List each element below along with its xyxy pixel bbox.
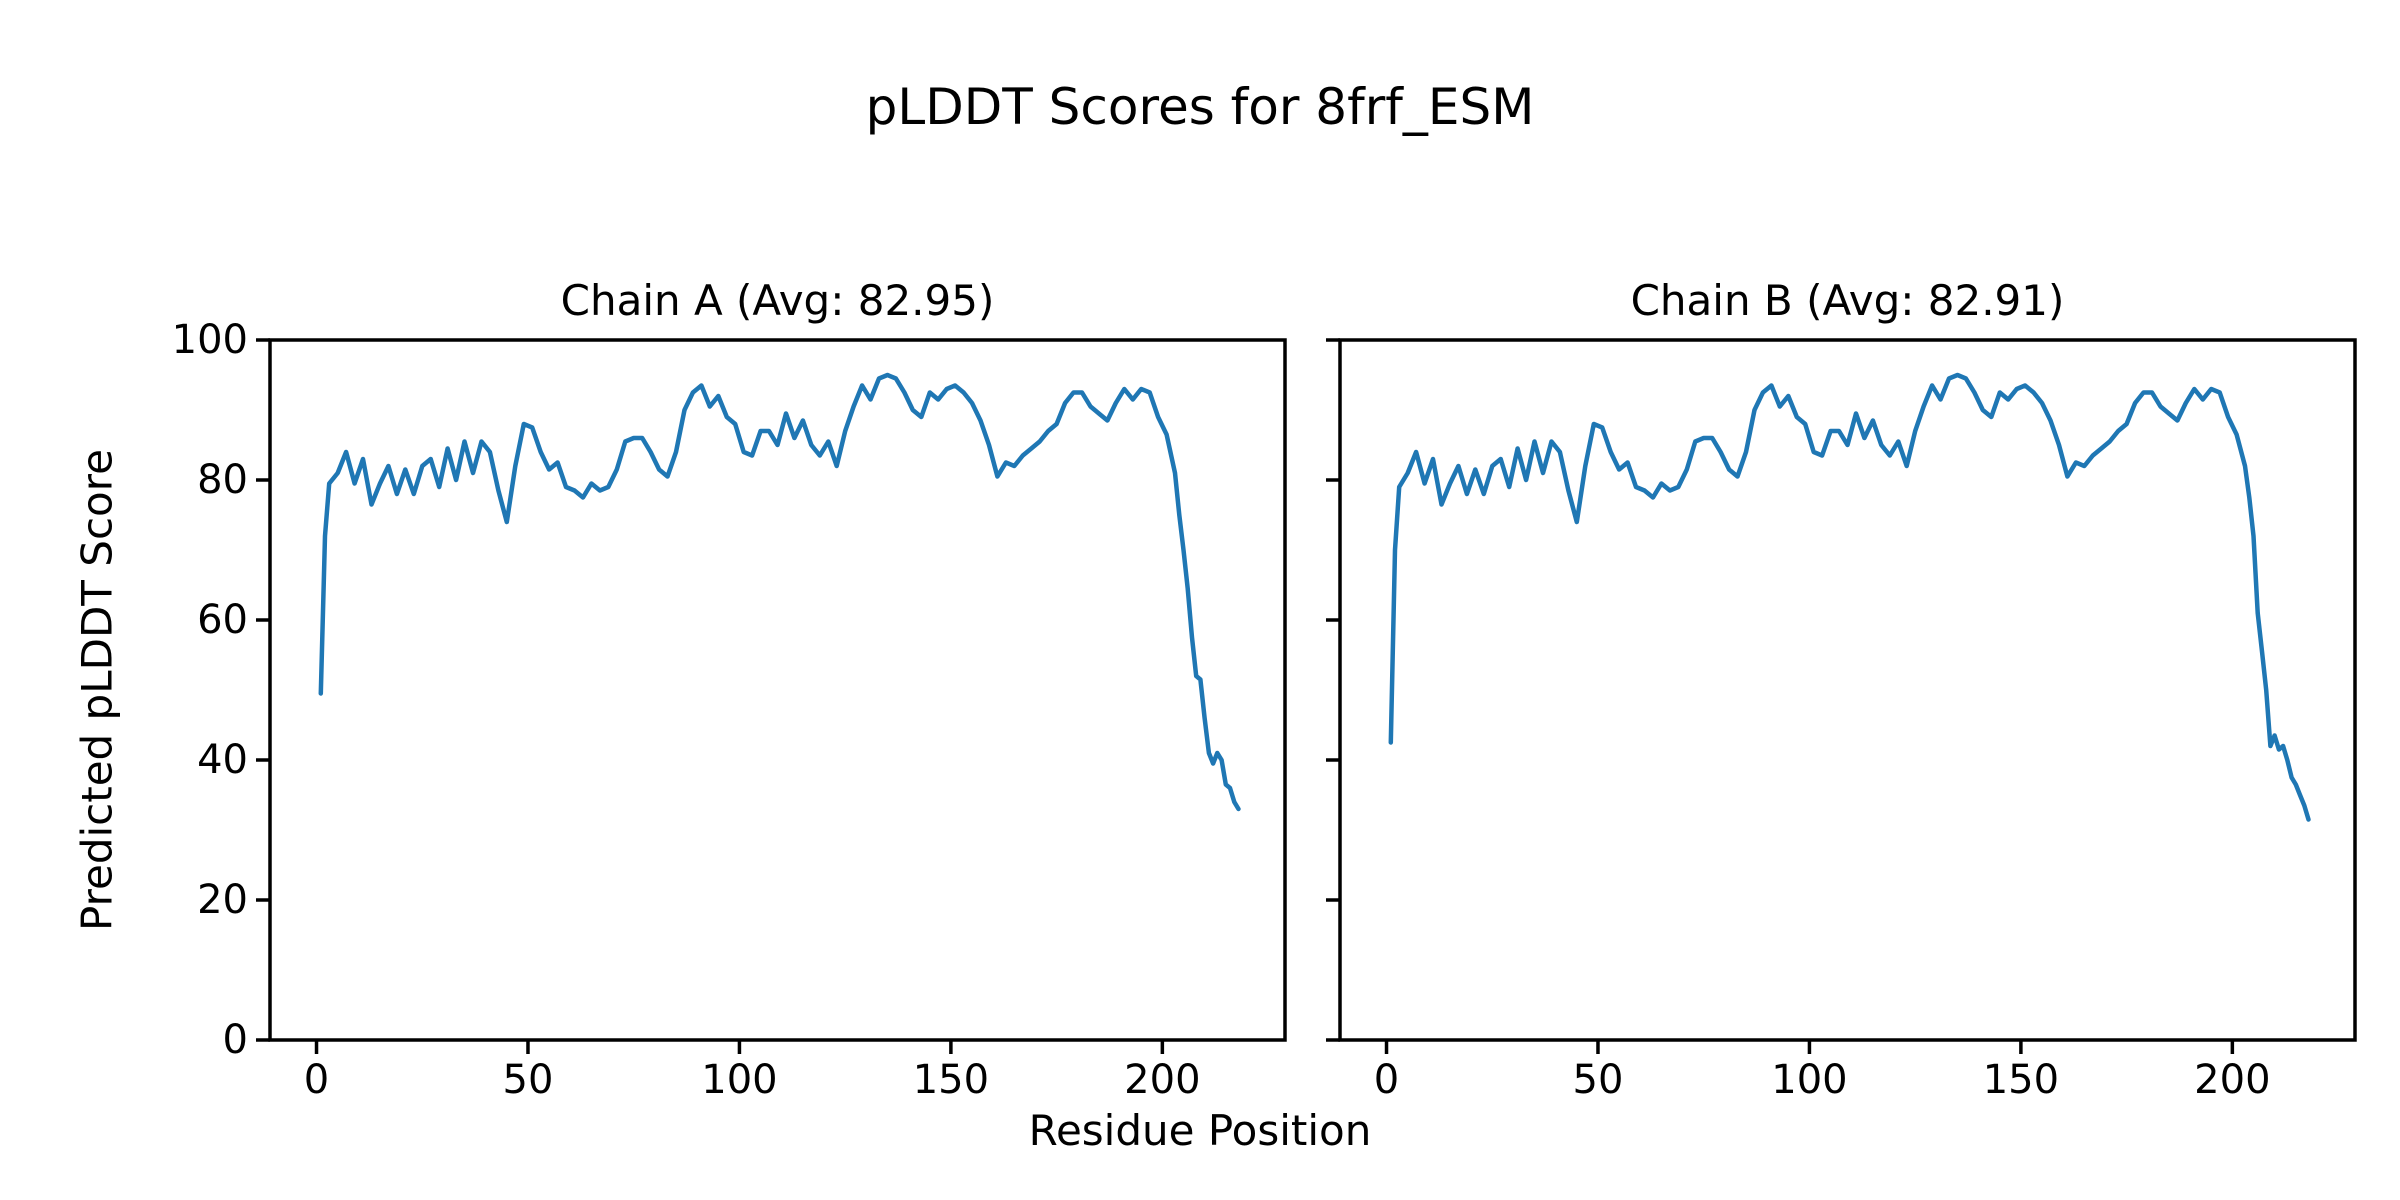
chain-a-subplot-title: Chain A (Avg: 82.95) (560, 276, 995, 325)
chain-a-x-tick-label: 100 (701, 1057, 777, 1103)
chain-a-x-tick-label: 50 (503, 1057, 554, 1103)
chain-a-y-tick-label: 100 (172, 317, 248, 363)
chain-a-x-tick-label: 0 (304, 1057, 329, 1103)
y-axis-label: Predicted pLDDT Score (72, 449, 122, 931)
chain-a-x-tick-label: 150 (913, 1057, 989, 1103)
chain-a-x-tick-label: 200 (1124, 1057, 1200, 1103)
chain-b-x-tick-label: 150 (1983, 1057, 2059, 1103)
chain-a-y-tick-label: 80 (197, 457, 248, 503)
chain-b-x-tick-label: 100 (1771, 1057, 1847, 1103)
chain-a-y-tick-label: 40 (197, 737, 248, 783)
chain-a-y-tick-label: 0 (223, 1017, 248, 1063)
chain-b-axes-box (1338, 338, 2357, 1042)
chain-b-x-tick-label: 0 (1374, 1057, 1399, 1103)
chain-a-y-tick-label: 20 (197, 877, 248, 923)
x-axis-label: Residue Position (1028, 1106, 1372, 1155)
chain-a-y-tick-label: 60 (197, 597, 248, 643)
chain-b-x-tick-label: 50 (1573, 1057, 1624, 1103)
figure-title: pLDDT Scores for 8frf_ESM (865, 78, 1535, 136)
chain-a-axes-box (268, 338, 1287, 1042)
chain-b-x-tick-label: 200 (2194, 1057, 2270, 1103)
plddt-line-chain-a (318, 372, 1241, 812)
chain-b-subplot-title: Chain B (Avg: 82.91) (1630, 276, 2065, 325)
plddt-line-chain-b (1388, 372, 2311, 822)
